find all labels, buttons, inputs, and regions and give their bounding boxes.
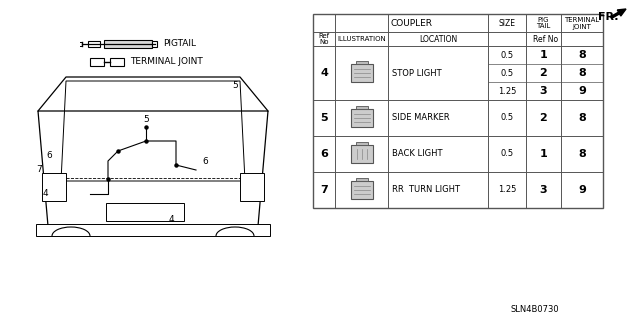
Bar bbox=[110, 58, 124, 66]
Bar bbox=[355, 178, 367, 181]
Text: 4: 4 bbox=[320, 68, 328, 78]
Text: 0.5: 0.5 bbox=[500, 69, 513, 78]
Bar bbox=[36, 224, 270, 236]
Bar bbox=[351, 145, 372, 163]
Text: 7: 7 bbox=[320, 185, 328, 195]
Text: PIGTAIL: PIGTAIL bbox=[163, 40, 196, 48]
Text: 0.5: 0.5 bbox=[500, 150, 513, 159]
Text: SLN4B0730: SLN4B0730 bbox=[511, 305, 559, 314]
Text: 8: 8 bbox=[578, 50, 586, 60]
Text: 2: 2 bbox=[540, 113, 547, 123]
Text: Ref No: Ref No bbox=[533, 34, 558, 43]
Text: 5: 5 bbox=[232, 80, 238, 90]
Text: 6: 6 bbox=[46, 151, 52, 160]
Text: RR  TURN LIGHT: RR TURN LIGHT bbox=[392, 186, 460, 195]
Text: 3: 3 bbox=[540, 86, 547, 96]
Text: 7: 7 bbox=[36, 166, 42, 174]
Text: 6: 6 bbox=[202, 158, 208, 167]
Bar bbox=[240, 173, 264, 201]
Text: 5: 5 bbox=[143, 115, 149, 123]
Text: 1: 1 bbox=[540, 149, 547, 159]
Text: 6: 6 bbox=[320, 149, 328, 159]
Text: STOP LIGHT: STOP LIGHT bbox=[392, 69, 442, 78]
Bar bbox=[351, 109, 372, 127]
Text: 0.5: 0.5 bbox=[500, 114, 513, 122]
Text: 1: 1 bbox=[540, 50, 547, 60]
Bar bbox=[355, 106, 367, 109]
Bar bbox=[152, 41, 157, 47]
Text: 8: 8 bbox=[578, 149, 586, 159]
Text: 4: 4 bbox=[168, 214, 174, 224]
Text: COUPLER: COUPLER bbox=[390, 19, 433, 27]
Bar bbox=[88, 41, 100, 47]
Bar bbox=[351, 64, 372, 82]
Text: TERMINAL JOINT: TERMINAL JOINT bbox=[130, 57, 203, 66]
Text: 1.25: 1.25 bbox=[498, 186, 516, 195]
Bar bbox=[351, 181, 372, 199]
Text: 4: 4 bbox=[42, 189, 48, 198]
Bar bbox=[90, 58, 104, 66]
Text: 1.25: 1.25 bbox=[498, 86, 516, 95]
Text: 9: 9 bbox=[578, 86, 586, 96]
Text: 0.5: 0.5 bbox=[500, 50, 513, 60]
Bar bbox=[106, 203, 184, 221]
Text: SIDE MARKER: SIDE MARKER bbox=[392, 114, 450, 122]
Bar bbox=[42, 173, 66, 201]
Text: Ref
No: Ref No bbox=[319, 33, 330, 46]
Text: SIZE: SIZE bbox=[499, 19, 515, 27]
Text: TERMINAL
JOINT: TERMINAL JOINT bbox=[564, 17, 600, 29]
Text: 2: 2 bbox=[540, 68, 547, 78]
FancyArrow shape bbox=[611, 9, 626, 18]
Text: LOCATION: LOCATION bbox=[419, 34, 457, 43]
Text: ILLUSTRATION: ILLUSTRATION bbox=[337, 36, 386, 42]
Text: BACK LIGHT: BACK LIGHT bbox=[392, 150, 442, 159]
Text: 8: 8 bbox=[578, 68, 586, 78]
Text: FR.: FR. bbox=[598, 12, 618, 22]
Text: 8: 8 bbox=[578, 113, 586, 123]
Text: 5: 5 bbox=[320, 113, 328, 123]
Bar bbox=[355, 61, 367, 64]
Text: PIG
TAIL: PIG TAIL bbox=[536, 17, 550, 29]
Text: 3: 3 bbox=[540, 185, 547, 195]
Bar bbox=[313, 14, 603, 208]
Text: 9: 9 bbox=[578, 185, 586, 195]
Bar bbox=[355, 142, 367, 145]
Bar bbox=[104, 40, 152, 48]
